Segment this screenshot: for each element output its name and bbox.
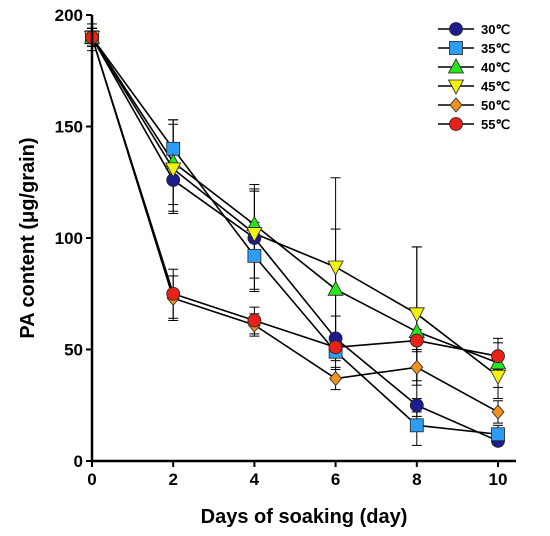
y-tick-label: 200 xyxy=(55,6,83,25)
error-bars-series-2 xyxy=(87,27,503,446)
y-axis-title: PA content (μg/grain) xyxy=(17,137,39,338)
series-line-3 xyxy=(91,36,499,364)
data-point xyxy=(491,427,505,442)
x-axis-title: Days of soaking (day) xyxy=(201,506,408,528)
data-point xyxy=(491,349,505,364)
data-point xyxy=(247,313,262,328)
series-line-2 xyxy=(91,36,499,436)
data-point xyxy=(489,369,507,386)
data-point xyxy=(328,340,343,355)
error-bars-series-6 xyxy=(87,27,503,371)
legend-label: 40℃ xyxy=(481,60,510,75)
legend-item: 40℃ xyxy=(438,58,510,75)
y-tick-label: 50 xyxy=(64,341,83,360)
legend-item: 45℃ xyxy=(438,79,510,95)
legend-marker xyxy=(449,117,463,131)
data-point xyxy=(329,370,343,387)
data-point xyxy=(491,404,505,420)
legend-marker xyxy=(447,58,465,74)
legend-label: 50℃ xyxy=(481,98,510,113)
series-markers-6 xyxy=(85,30,505,364)
legend-marker xyxy=(449,41,463,55)
x-tick-label: 2 xyxy=(168,470,177,489)
plot-area xyxy=(83,23,507,448)
data-point xyxy=(166,286,181,301)
legend-marker xyxy=(447,79,465,95)
series-line-4 xyxy=(91,36,499,377)
error-bars-series-1 xyxy=(87,23,503,446)
series-line-5 xyxy=(91,37,499,413)
x-tick-label: 0 xyxy=(87,470,96,489)
legend-marker xyxy=(449,97,463,113)
legend-marker xyxy=(449,22,463,36)
series-markers-3 xyxy=(83,28,507,370)
legend-label: 35℃ xyxy=(481,41,510,56)
data-point xyxy=(327,280,344,296)
series-line-6 xyxy=(91,37,499,357)
legend-item: 30℃ xyxy=(438,22,510,37)
legend: 30℃ 35℃ 40℃ 45℃ 50℃ 55℃ xyxy=(438,22,510,132)
data-point xyxy=(246,227,263,243)
data-point xyxy=(409,333,424,348)
legend-label: 55℃ xyxy=(481,117,510,132)
data-point xyxy=(165,162,182,178)
data-point xyxy=(409,418,424,433)
series-line-1 xyxy=(91,36,499,442)
x-tick-label: 10 xyxy=(489,470,508,489)
y-tick-label: 100 xyxy=(55,229,83,248)
series-markers-4 xyxy=(83,30,507,386)
series-markers-1 xyxy=(85,30,505,448)
series-markers-2 xyxy=(85,30,505,442)
series-markers-5 xyxy=(85,29,505,420)
y-tick-label: 0 xyxy=(74,452,83,471)
data-point xyxy=(410,359,424,375)
error-bars-series-4 xyxy=(87,27,503,400)
x-tick-label: 8 xyxy=(412,470,421,489)
legend-label: 45℃ xyxy=(481,79,510,94)
data-point xyxy=(408,307,425,323)
legend-item: 55℃ xyxy=(438,117,510,132)
data-point xyxy=(409,398,424,413)
data-point xyxy=(327,260,344,276)
y-tick-label: 150 xyxy=(55,118,83,137)
error-bars-series-5 xyxy=(87,27,503,424)
legend-item: 35℃ xyxy=(438,41,510,56)
x-tick-label: 4 xyxy=(250,470,260,489)
legend-item: 50℃ xyxy=(438,97,510,113)
x-tick-label: 6 xyxy=(331,470,340,489)
data-point xyxy=(247,248,262,263)
legend-label: 30℃ xyxy=(481,22,510,37)
